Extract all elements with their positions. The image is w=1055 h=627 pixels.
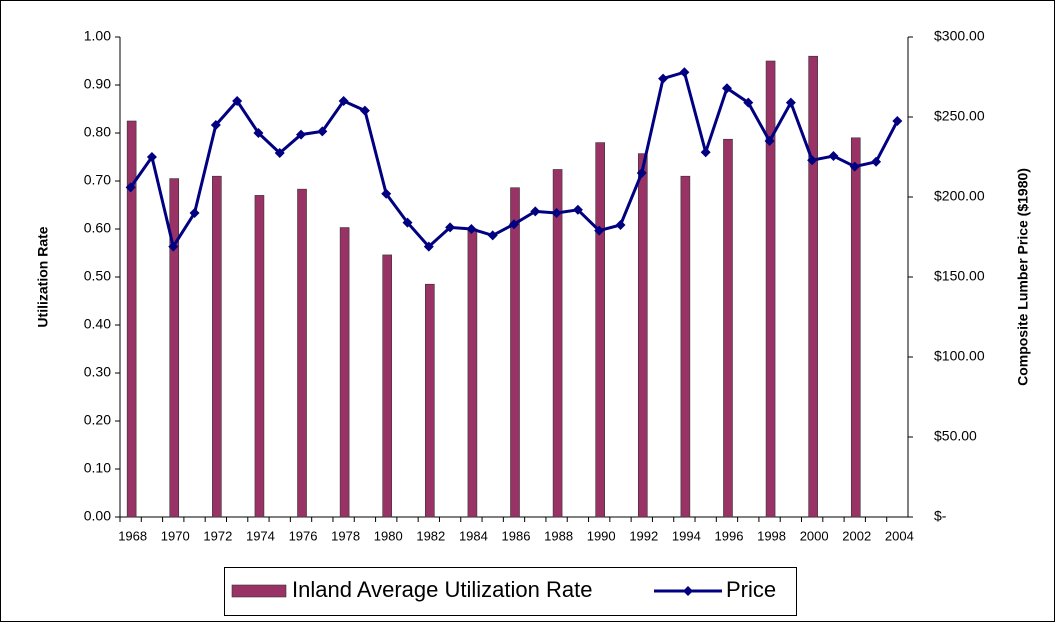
bar [552,169,563,518]
point-marker [253,128,264,138]
x-tick-label: 1994 [672,528,701,543]
point-marker [274,148,285,158]
y-tick-label: 0.30 [84,364,111,380]
bar [169,178,180,518]
x-tick-label: 1976 [289,528,318,543]
point-marker [721,83,732,94]
x-tick-label: 1988 [544,528,573,543]
x-tick-label: 2004 [885,528,914,543]
legend-swatch [231,584,287,598]
y-axis-title: Utilization Rate [35,226,51,327]
point-marker [572,204,583,215]
point-marker [168,241,179,252]
point-marker [487,230,498,241]
point-marker [125,182,136,193]
point-marker [892,116,903,126]
bar [297,188,307,518]
y2-tick-label: $150.00 [934,268,985,284]
bar [212,175,222,518]
bar [425,283,435,518]
point-marker [849,161,860,172]
x-tick-label: 1970 [161,528,190,543]
bar [765,60,776,518]
point-marker [338,96,349,106]
y2-tick-label: $200.00 [934,188,985,204]
y2-tick-label: $300.00 [934,28,985,44]
point-marker [210,120,221,130]
y-tick-label: 0.50 [84,268,111,284]
legend-label: Inland Average Utilization Rate [292,577,592,602]
point-marker [146,152,157,162]
point-marker [679,67,690,78]
x-tick-label: 1982 [416,528,445,543]
y2-tick-label: $250.00 [934,108,985,124]
point-marker [594,225,605,236]
y2-tick-label: $- [934,508,947,524]
y2-tick-label: $50.00 [934,428,977,444]
point-marker [317,126,328,137]
point-marker [509,219,519,230]
x-tick-label: 1980 [374,528,403,543]
point-marker [615,220,626,230]
point-marker [402,217,413,228]
point-marker [445,222,456,233]
point-marker [466,224,477,234]
bar [723,138,733,518]
bar [339,227,350,518]
point-marker [296,129,307,140]
point-marker [551,208,562,218]
x-tick-label: 1998 [757,528,786,543]
bar [254,195,265,518]
y2-tick-label: $100.00 [934,348,985,364]
bar [382,254,393,518]
x-tick-label: 1972 [203,528,232,543]
point-marker [764,136,775,146]
point-marker [189,208,200,218]
point-marker [743,97,754,108]
point-marker [359,105,370,116]
x-tick-label: 1978 [331,528,360,543]
y-tick-label: 1.00 [84,28,111,44]
y-tick-label: 0.10 [84,460,111,476]
x-tick-label: 2000 [800,528,829,543]
y-tick-label: 0.80 [84,124,111,140]
y-tick-label: 0.70 [84,172,111,188]
y2-axis-title: Composite Lumber Price ($1980) [1015,168,1031,386]
x-tick-label: 1990 [587,528,616,543]
point-marker [658,73,669,84]
legend-marker [683,586,693,596]
legend-label: Price [726,577,776,602]
bar [126,120,137,518]
x-tick-label: 1992 [629,528,658,543]
x-tick-label: 1968 [118,528,147,543]
y-tick-label: 0.00 [84,508,111,524]
bar [595,142,605,518]
point-marker [871,156,882,167]
point-marker [423,241,434,252]
x-tick-label: 1996 [715,528,744,543]
y-tick-label: 0.60 [84,220,111,236]
point-marker [785,97,796,108]
bar [510,187,520,518]
y-tick-label: 0.40 [84,316,111,332]
x-tick-label: 2002 [842,528,871,543]
point-marker [636,168,647,178]
point-marker [530,206,541,217]
y-tick-label: 0.20 [84,412,111,428]
x-tick-label: 1984 [459,528,488,543]
bar [637,153,648,518]
bar [467,228,478,518]
point-marker [381,188,392,199]
bar [680,175,691,518]
x-tick-label: 1986 [502,528,531,543]
point-marker [807,155,818,166]
x-tick-label: 1974 [246,528,275,543]
y-tick-label: 0.90 [84,76,111,92]
point-marker [700,147,711,158]
point-marker [232,96,243,106]
point-marker [828,151,839,162]
bar [808,55,818,518]
bar [850,137,861,518]
